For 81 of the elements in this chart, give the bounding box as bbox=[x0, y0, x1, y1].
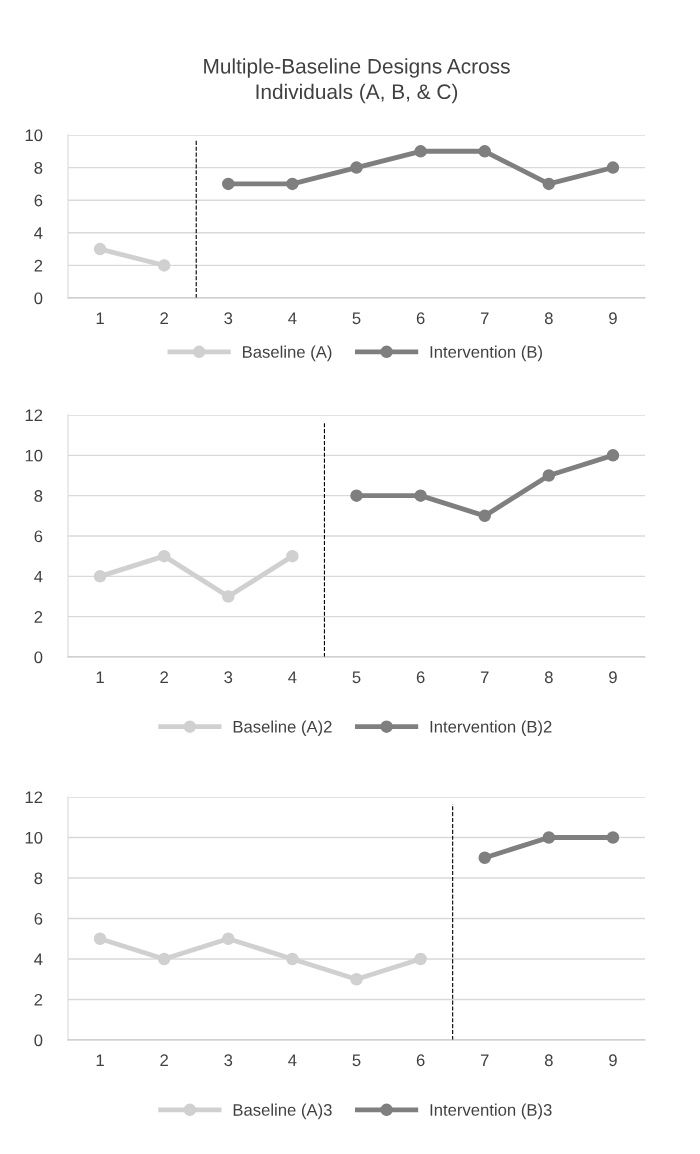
y-tick-label: 10 bbox=[25, 831, 43, 844]
point bbox=[542, 177, 556, 191]
legend-label: Intervention (B) bbox=[430, 345, 542, 362]
y-tick-label: 12 bbox=[25, 409, 43, 422]
x-tick-label: 7 bbox=[480, 671, 489, 683]
point bbox=[350, 972, 363, 986]
x-tick-label: 6 bbox=[416, 1054, 425, 1067]
point bbox=[222, 590, 235, 603]
y-tick-label: 8 bbox=[34, 872, 43, 885]
y-tick-label: 2 bbox=[34, 993, 43, 1006]
point bbox=[606, 831, 620, 844]
point bbox=[157, 259, 171, 272]
point bbox=[478, 851, 491, 865]
x-tick-label: 9 bbox=[609, 671, 617, 684]
x-tick-label: 2 bbox=[160, 671, 168, 683]
y-tick-label: 0 bbox=[34, 651, 43, 664]
point bbox=[542, 469, 556, 482]
x-tick-label: 3 bbox=[224, 1054, 233, 1067]
point bbox=[350, 489, 363, 502]
point bbox=[286, 952, 299, 966]
y-tick-label: 10 bbox=[25, 129, 43, 142]
x-tick-label: 7 bbox=[480, 1054, 489, 1066]
y-tick-label: 10 bbox=[25, 449, 43, 462]
chart-title: Multiple-Baseline Designs Across Individuals (A, B, & C) bbox=[204, 58, 510, 104]
x-tick-label: 7 bbox=[480, 312, 489, 324]
x-tick-label: 6 bbox=[416, 312, 425, 325]
point bbox=[478, 509, 491, 523]
x-tick-label: 4 bbox=[288, 671, 297, 683]
point bbox=[93, 570, 107, 583]
x-tick-label: 6 bbox=[416, 671, 425, 684]
point bbox=[606, 449, 620, 462]
y-tick-label: 6 bbox=[34, 194, 43, 207]
y-tick-label: 6 bbox=[34, 530, 43, 543]
y-tick-label: 6 bbox=[34, 912, 43, 925]
x-tick-label: 8 bbox=[544, 1054, 553, 1067]
x-tick-label: 9 bbox=[609, 1054, 617, 1067]
legend-label: Baseline (A)3 bbox=[233, 1103, 332, 1120]
point bbox=[222, 177, 235, 191]
x-tick-label: 5 bbox=[352, 312, 361, 325]
x-tick-label: 3 bbox=[224, 312, 233, 325]
point bbox=[414, 952, 427, 966]
y-tick-label: 2 bbox=[34, 611, 43, 623]
legend-label: Baseline (A) bbox=[243, 345, 332, 362]
point bbox=[414, 489, 427, 502]
y-tick-label: 12 bbox=[25, 791, 43, 804]
x-tick-label: 2 bbox=[160, 312, 168, 324]
x-tick-label: 8 bbox=[544, 671, 553, 684]
y-tick-label: 4 bbox=[34, 953, 43, 966]
y-tick-label: 4 bbox=[34, 570, 43, 583]
x-tick-label: 5 bbox=[352, 671, 361, 684]
legend-label: Intervention (B)3 bbox=[430, 1103, 552, 1120]
point bbox=[157, 549, 171, 563]
point bbox=[286, 549, 299, 563]
point bbox=[93, 242, 107, 256]
point bbox=[222, 932, 235, 946]
x-tick-label: 1 bbox=[96, 671, 104, 683]
x-tick-label: 5 bbox=[352, 1054, 361, 1067]
y-tick-label: 8 bbox=[34, 490, 43, 502]
point bbox=[93, 932, 107, 946]
x-tick-label: 9 bbox=[609, 312, 617, 325]
x-tick-label: 1 bbox=[96, 1054, 104, 1066]
point bbox=[157, 952, 171, 966]
legend-label: Baseline (A)2 bbox=[233, 720, 332, 736]
x-tick-label: 3 bbox=[224, 671, 233, 684]
point bbox=[478, 145, 491, 158]
point bbox=[542, 831, 556, 844]
y-tick-label: 0 bbox=[34, 1034, 43, 1047]
x-tick-label: 8 bbox=[544, 312, 553, 325]
x-tick-label: 2 bbox=[160, 1054, 168, 1066]
point bbox=[414, 145, 427, 158]
legend-label: Intervention (B)2 bbox=[430, 720, 552, 736]
y-tick-label: 2 bbox=[34, 259, 43, 272]
point bbox=[350, 161, 363, 174]
x-tick-label: 1 bbox=[96, 312, 104, 324]
x-tick-label: 4 bbox=[288, 312, 297, 324]
x-tick-label: 4 bbox=[288, 1054, 297, 1066]
y-tick-label: 8 bbox=[34, 162, 43, 174]
y-tick-label: 0 bbox=[34, 292, 43, 305]
point bbox=[286, 177, 299, 191]
point bbox=[606, 161, 620, 174]
y-tick-label: 4 bbox=[34, 227, 43, 239]
